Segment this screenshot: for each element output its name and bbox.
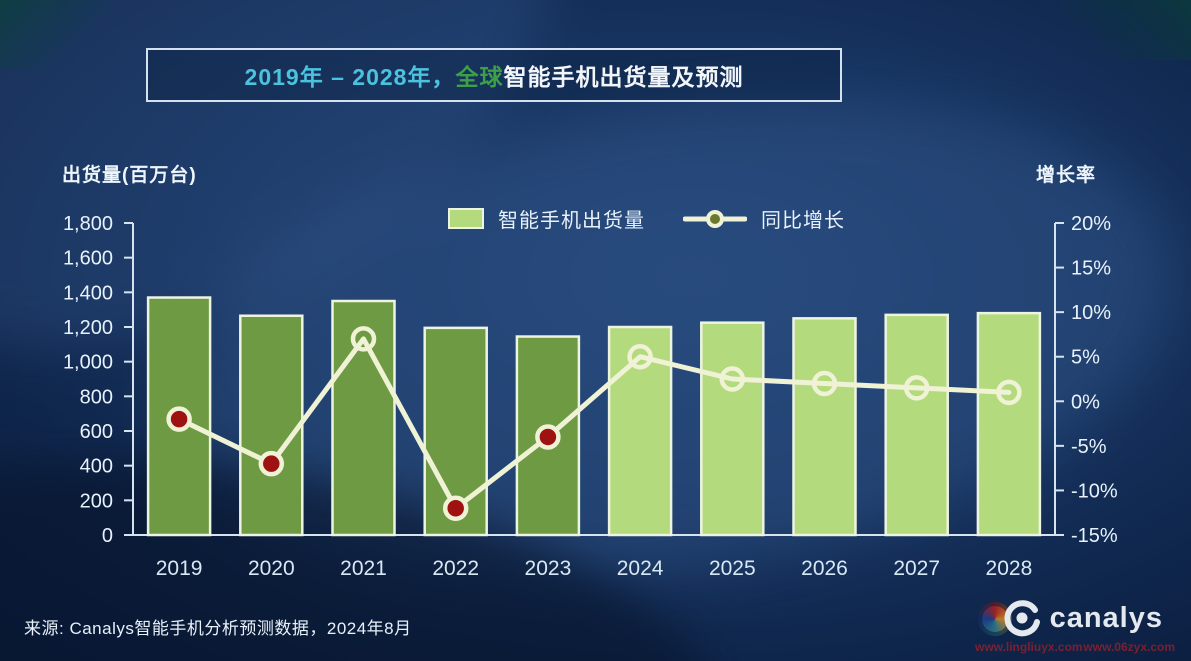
growth-marker-2028 bbox=[996, 379, 1022, 406]
x-axis-label-2022: 2022 bbox=[432, 557, 479, 580]
chart-title-box: 2019年 – 2028年， 全球 智能手机出货量及预测 bbox=[146, 48, 842, 102]
right-axis-tick-label: -5% bbox=[1071, 436, 1107, 458]
x-axis-label-2020: 2020 bbox=[248, 557, 295, 580]
right-axis-title: 增长率 bbox=[1036, 165, 1097, 186]
canalys-logo: canalys bbox=[1002, 598, 1163, 638]
left-axis-title: 出货量(百万台) bbox=[62, 165, 197, 186]
x-axis-label-2027: 2027 bbox=[893, 557, 940, 580]
left-axis-tick-label: 200 bbox=[80, 490, 113, 512]
left-axis-tick-label: 1,600 bbox=[63, 248, 113, 270]
bar-2020 bbox=[239, 314, 304, 537]
x-axis-label-2023: 2023 bbox=[525, 557, 572, 580]
left-axis-tick-label: 800 bbox=[80, 386, 113, 408]
legend-line-label: 同比增长 bbox=[761, 210, 845, 232]
growth-marker-2019 bbox=[166, 406, 192, 432]
source-note: 来源: Canalys智能手机分析预测数据，2024年8月 bbox=[24, 619, 412, 638]
growth-marker-2023 bbox=[535, 424, 561, 450]
left-axis-tick-label: 1,400 bbox=[63, 282, 113, 304]
left-axis-tick-label: 1,200 bbox=[63, 317, 113, 339]
left-axis-tick-label: 400 bbox=[80, 456, 113, 478]
watermark-left: www.lingliuyx.com bbox=[975, 640, 1083, 654]
x-axis-label-2024: 2024 bbox=[617, 557, 664, 580]
red-watermark-text: www.lingliuyx.com www.06zyx.com bbox=[975, 640, 1175, 654]
x-axis-label-2021: 2021 bbox=[340, 557, 387, 580]
canalys-logo-text: canalys bbox=[1049, 601, 1163, 634]
left-axis-tick-label: 1,800 bbox=[63, 213, 113, 235]
growth-marker-2021 bbox=[350, 326, 377, 352]
title-main: 智能手机出货量及预测 bbox=[503, 64, 744, 90]
growth-marker-2026 bbox=[811, 370, 838, 397]
growth-marker-2025 bbox=[719, 366, 746, 392]
legend-line-icon bbox=[683, 209, 747, 228]
left-axis-tick-label: 1,000 bbox=[63, 352, 113, 374]
title-scope: 全球 bbox=[455, 64, 504, 90]
x-axis-label-2026: 2026 bbox=[801, 557, 848, 580]
right-axis-tick-label: -15% bbox=[1071, 525, 1118, 547]
right-axis-tick-label: 15% bbox=[1071, 258, 1111, 280]
growth-line bbox=[176, 336, 1012, 511]
legend-bar-swatch bbox=[448, 208, 484, 229]
canalys-swirl-icon bbox=[1004, 600, 1040, 637]
bar-2027 bbox=[884, 313, 949, 537]
corner-teal-top-right bbox=[1031, 0, 1191, 60]
corner-teal-top-left bbox=[0, 0, 110, 70]
watermark-right: www.06zyx.com bbox=[1083, 640, 1175, 654]
legend: 智能手机出货量 同比增长 bbox=[448, 204, 845, 233]
x-axis-label-2025: 2025 bbox=[709, 557, 756, 580]
bar-2021 bbox=[331, 299, 396, 537]
x-axis-label-2028: 2028 bbox=[986, 557, 1033, 580]
growth-marker-2020 bbox=[258, 450, 285, 477]
growth-marker-2027 bbox=[903, 375, 930, 401]
bar-2026 bbox=[792, 317, 857, 537]
title-year-range: 2019年 – 2028年， bbox=[244, 64, 456, 90]
legend-bar-label: 智能手机出货量 bbox=[498, 210, 645, 232]
left-axis-tick-label: 0 bbox=[102, 525, 113, 547]
growth-marker-2022 bbox=[442, 495, 469, 522]
growth-marker-2024 bbox=[627, 343, 653, 370]
right-axis-tick-label: 5% bbox=[1071, 347, 1100, 369]
right-axis-tick-label: 0% bbox=[1071, 391, 1100, 413]
bar-2028 bbox=[976, 311, 1042, 537]
right-axis-tick-label: 20% bbox=[1071, 213, 1111, 235]
left-axis-tick-label: 600 bbox=[80, 421, 113, 443]
x-axis-label-2019: 2019 bbox=[156, 557, 203, 580]
right-axis-tick-label: -10% bbox=[1071, 480, 1118, 502]
bar-2025 bbox=[700, 321, 765, 537]
right-axis-tick-label: 10% bbox=[1071, 302, 1111, 324]
